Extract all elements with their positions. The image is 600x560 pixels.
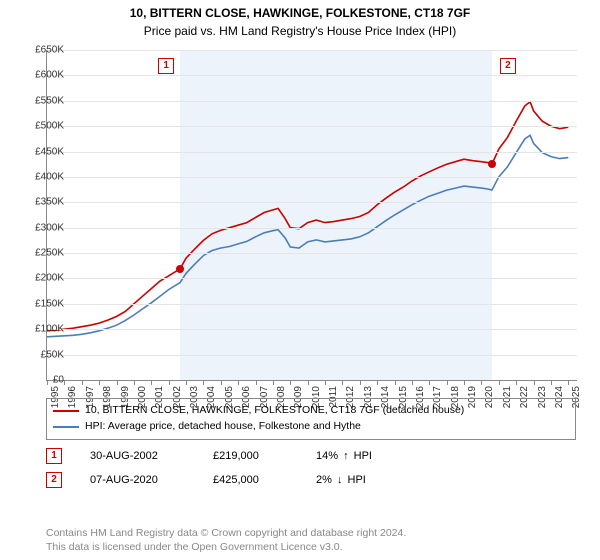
gridline	[47, 202, 577, 203]
chart-subtitle: Price paid vs. HM Land Registry's House …	[0, 22, 600, 38]
gridline	[47, 355, 577, 356]
x-tick	[342, 380, 343, 385]
sale-date: 30-AUG-2002	[90, 450, 185, 462]
y-axis-label: £550K	[35, 95, 64, 106]
x-tick	[82, 380, 83, 385]
x-tick	[238, 380, 239, 385]
chart-svg	[47, 50, 577, 380]
legend: 10, BITTERN CLOSE, HAWKINGE, FOLKESTONE,…	[46, 398, 576, 440]
x-tick	[221, 380, 222, 385]
gridline	[47, 126, 577, 127]
x-tick	[412, 380, 413, 385]
legend-swatch	[53, 426, 79, 428]
x-tick	[169, 380, 170, 385]
gridline	[47, 228, 577, 229]
x-tick	[499, 380, 500, 385]
gridline	[47, 75, 577, 76]
y-axis-label: £100K	[35, 324, 64, 335]
gridline	[47, 278, 577, 279]
gridline	[47, 50, 577, 51]
x-tick	[325, 380, 326, 385]
marker-label: 1	[158, 58, 174, 74]
marker-dot	[176, 265, 184, 273]
plot-area: 1995199619971998199920002001200220032004…	[46, 50, 577, 381]
x-tick	[203, 380, 204, 385]
y-axis-label: £250K	[35, 248, 64, 259]
marker-label: 2	[500, 58, 516, 74]
x-tick	[481, 380, 482, 385]
sale-marker: 1	[46, 448, 62, 464]
x-tick	[290, 380, 291, 385]
y-axis-label: £300K	[35, 222, 64, 233]
y-axis-label: £450K	[35, 146, 64, 157]
x-tick	[568, 380, 569, 385]
gridline	[47, 177, 577, 178]
figure-root: 10, BITTERN CLOSE, HAWKINGE, FOLKESTONE,…	[0, 0, 600, 560]
legend-label: HPI: Average price, detached house, Folk…	[85, 419, 361, 435]
gridline	[47, 304, 577, 305]
sale-pct: 2% ↓ HPI	[316, 474, 366, 486]
marker-dot	[488, 160, 496, 168]
x-tick	[273, 380, 274, 385]
y-axis-label: £500K	[35, 121, 64, 132]
x-tick	[308, 380, 309, 385]
x-tick	[360, 380, 361, 385]
x-tick	[134, 380, 135, 385]
sale-marker: 2	[46, 472, 62, 488]
x-tick	[47, 380, 48, 385]
legend-label: 10, BITTERN CLOSE, HAWKINGE, FOLKESTONE,…	[85, 403, 464, 419]
y-axis-label: £650K	[35, 45, 64, 56]
sale-price: £425,000	[213, 474, 288, 486]
y-axis-label: £50K	[41, 349, 64, 360]
legend-item: HPI: Average price, detached house, Folk…	[53, 419, 569, 435]
y-axis-label: £150K	[35, 298, 64, 309]
footer-attribution: Contains HM Land Registry data © Crown c…	[46, 526, 406, 554]
sale-pct: 14% ↑ HPI	[316, 450, 372, 462]
gridline	[47, 152, 577, 153]
y-axis-label: £600K	[35, 70, 64, 81]
sale-price: £219,000	[213, 450, 288, 462]
x-tick	[117, 380, 118, 385]
x-tick	[186, 380, 187, 385]
footer-line-1: Contains HM Land Registry data © Crown c…	[46, 526, 406, 540]
legend-swatch	[53, 410, 79, 412]
x-tick	[64, 380, 65, 385]
y-axis-label: £200K	[35, 273, 64, 284]
x-tick	[151, 380, 152, 385]
gridline	[47, 253, 577, 254]
gridline	[47, 329, 577, 330]
x-tick	[551, 380, 552, 385]
footer-line-2: This data is licensed under the Open Gov…	[46, 540, 406, 554]
x-tick	[256, 380, 257, 385]
x-tick	[464, 380, 465, 385]
x-tick	[516, 380, 517, 385]
x-tick	[447, 380, 448, 385]
legend-item: 10, BITTERN CLOSE, HAWKINGE, FOLKESTONE,…	[53, 403, 569, 419]
y-axis-label: £0	[53, 375, 64, 386]
x-tick	[429, 380, 430, 385]
x-tick	[99, 380, 100, 385]
x-tick	[534, 380, 535, 385]
chart-title: 10, BITTERN CLOSE, HAWKINGE, FOLKESTONE,…	[0, 0, 600, 22]
series-line-0	[47, 102, 568, 331]
gridline	[47, 101, 577, 102]
x-tick	[395, 380, 396, 385]
x-tick	[377, 380, 378, 385]
sale-date: 07-AUG-2020	[90, 474, 185, 486]
sale-row: 2 07-AUG-2020 £425,000 2% ↓ HPI	[46, 468, 372, 492]
sale-row: 1 30-AUG-2002 £219,000 14% ↑ HPI	[46, 444, 372, 468]
sales-table: 1 30-AUG-2002 £219,000 14% ↑ HPI 2 07-AUG-202…	[46, 444, 372, 492]
y-axis-label: £400K	[35, 171, 64, 182]
y-axis-label: £350K	[35, 197, 64, 208]
